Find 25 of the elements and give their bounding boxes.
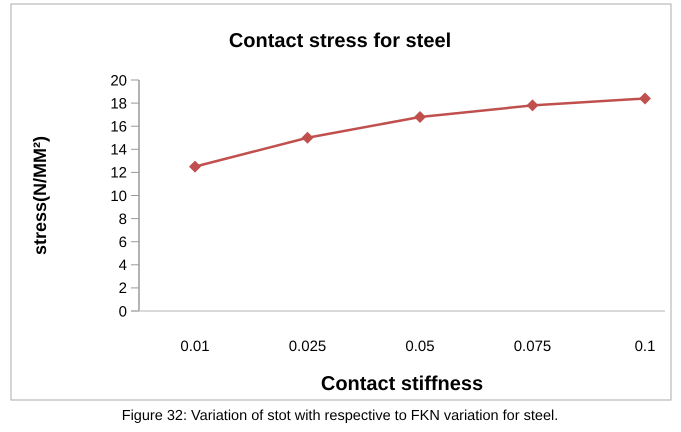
point <box>189 160 201 173</box>
chart-title: Contact stress for steel <box>228 30 452 52</box>
x-tick-label: 0.1 <box>634 338 656 355</box>
y-tick-label: 0 <box>118 303 127 320</box>
point <box>639 92 651 104</box>
x-tick-label: 0.075 <box>514 338 552 355</box>
y-tick-label: 6 <box>118 234 127 251</box>
y-tick-label: 18 <box>110 95 127 112</box>
y-tick-label: 20 <box>110 72 127 90</box>
x-tick-label: 0.05 <box>405 338 435 355</box>
y-tick-label: 16 <box>110 118 127 136</box>
point <box>302 132 314 144</box>
point <box>414 110 426 123</box>
x-tick-label: 0.01 <box>180 338 210 355</box>
caption: Figure 32: Variation of stot with respective to FKN variation for steel. <box>122 408 558 424</box>
x-axis-title: Contact stiffness <box>320 373 484 395</box>
x-tick-label: 0.025 <box>288 338 326 355</box>
y-tick-label: 12 <box>110 164 127 182</box>
y-tick-label: 14 <box>110 142 127 159</box>
y-tick-label: 2 <box>118 280 127 298</box>
y-axis-title: stress(N/MM²) <box>30 136 50 256</box>
y-tick-label: 10 <box>110 188 127 205</box>
point <box>526 99 538 112</box>
y-tick-label: 4 <box>118 257 127 274</box>
y-tick-label: 8 <box>118 210 127 228</box>
